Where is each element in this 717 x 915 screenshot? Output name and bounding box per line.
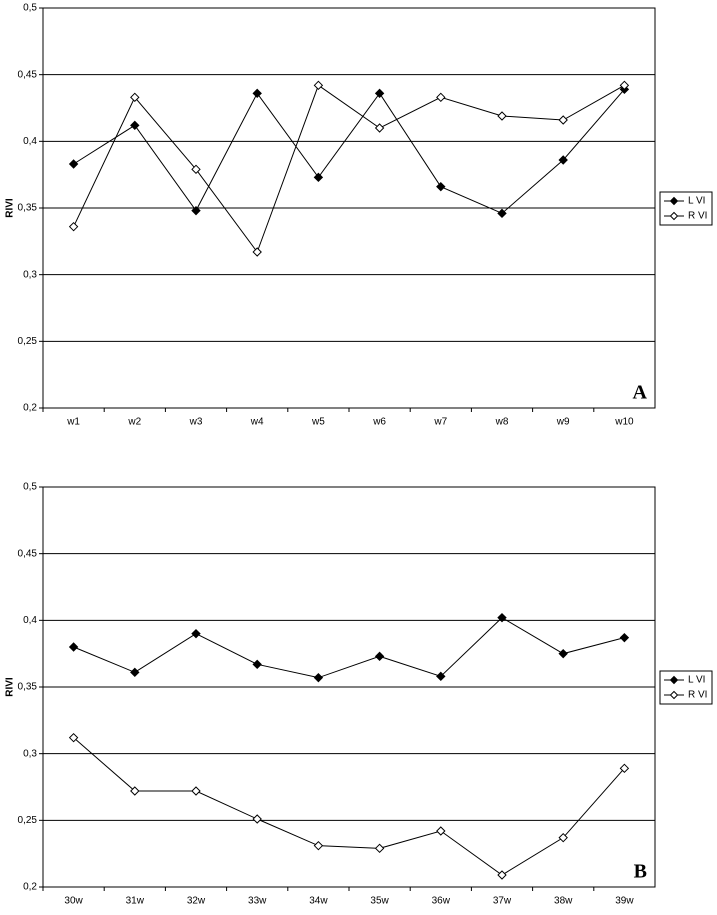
legend-label: L VI (688, 675, 705, 686)
data-point (619, 80, 630, 91)
panel-label: B (634, 861, 647, 883)
legend-marker (669, 211, 679, 221)
series-line (73, 617, 625, 679)
data-point (558, 648, 568, 659)
data-point (497, 870, 507, 880)
y-tick-label: 0,25 (18, 336, 38, 347)
y-tick-label: 0,2 (23, 403, 37, 414)
y-tick-label: 0,3 (23, 748, 37, 759)
x-tick-label: 30w (64, 896, 83, 907)
y-tick-label: 0,35 (18, 203, 38, 214)
series-line (73, 84, 625, 254)
data-point (374, 651, 385, 662)
y-axis-label: RIVI (5, 677, 16, 697)
y-tick-label: 0,45 (18, 548, 38, 559)
data-point (130, 786, 140, 796)
y-tick-label: 0,25 (18, 815, 38, 826)
data-point (313, 840, 324, 851)
chart: 0,2 0,25 0,3 0,35 0,4 0,45 0,5 30w 31w 32w 33w 34w 3… (5, 482, 713, 907)
legend-label: R VI (688, 690, 707, 701)
x-tick-label: 39w (615, 896, 634, 907)
x-tick-label: w4 (250, 417, 264, 428)
x-tick-label: 35w (370, 896, 389, 907)
x-tick-label: w8 (495, 417, 509, 428)
x-tick-label: 36w (432, 896, 451, 907)
data-point (436, 826, 446, 836)
series-line (73, 89, 625, 214)
y-tick-label: 0,5 (23, 482, 37, 493)
data-point (436, 92, 446, 103)
data-point (191, 205, 201, 216)
data-point (252, 88, 262, 99)
x-tick-label: w10 (614, 417, 634, 428)
legend-marker (669, 690, 679, 700)
panel-label: A (633, 382, 648, 404)
data-point (130, 120, 140, 131)
data-point (619, 632, 630, 643)
data-point (374, 88, 385, 99)
data-point (68, 159, 79, 169)
data-point (68, 221, 79, 232)
data-point (497, 111, 507, 121)
y-tick-label: 0,2 (23, 882, 37, 893)
data-point (252, 814, 262, 824)
data-point (313, 672, 324, 683)
x-tick-label: w6 (372, 417, 386, 428)
x-tick-label: w2 (127, 417, 141, 428)
data-point (374, 843, 385, 854)
data-point (68, 642, 79, 652)
y-tick-label: 0,4 (23, 615, 37, 626)
x-tick-label: w1 (66, 417, 80, 428)
y-tick-label: 0,5 (23, 3, 37, 14)
y-axis-label: RIVI (5, 198, 16, 218)
legend-marker (669, 675, 679, 685)
legend-box (659, 670, 713, 705)
x-tick-label: 37w (493, 896, 512, 907)
x-tick-label: w9 (556, 417, 570, 428)
data-point (497, 208, 507, 219)
data-point (252, 659, 262, 670)
data-point (436, 181, 446, 192)
data-point (252, 247, 262, 257)
data-point (558, 115, 568, 125)
x-tick-label: w3 (189, 417, 203, 428)
data-point (313, 172, 324, 183)
data-point (619, 763, 630, 774)
data-point (191, 628, 201, 639)
data-point (436, 671, 446, 682)
data-point (191, 164, 201, 175)
data-point (558, 832, 568, 843)
legend-box (659, 191, 713, 226)
x-tick-label: 32w (187, 896, 206, 907)
x-tick-label: 31w (126, 896, 145, 907)
y-tick-label: 0,45 (18, 69, 38, 80)
data-point (374, 123, 385, 133)
y-tick-label: 0,4 (23, 136, 37, 147)
chart: 0,2 0,25 0,3 0,35 0,4 0,45 0,5 w1 w2 w3 w4 w5 w6 w7 w8… (5, 3, 713, 428)
data-point (313, 80, 324, 91)
data-point (130, 92, 140, 103)
x-tick-label: 33w (248, 896, 267, 907)
data-point (68, 732, 79, 743)
data-point (558, 155, 568, 165)
x-tick-label: w5 (311, 417, 325, 428)
x-tick-label: 38w (554, 896, 573, 907)
legend-label: R VI (688, 211, 707, 222)
data-point (191, 786, 201, 796)
x-tick-label: 34w (309, 896, 328, 907)
y-tick-label: 0,35 (18, 682, 38, 693)
data-point (497, 612, 507, 623)
series-line (73, 737, 625, 876)
x-tick-label: w7 (433, 417, 447, 428)
legend-label: L VI (688, 196, 705, 207)
y-tick-label: 0,3 (23, 269, 37, 280)
legend-marker (669, 196, 679, 206)
data-point (130, 667, 140, 678)
